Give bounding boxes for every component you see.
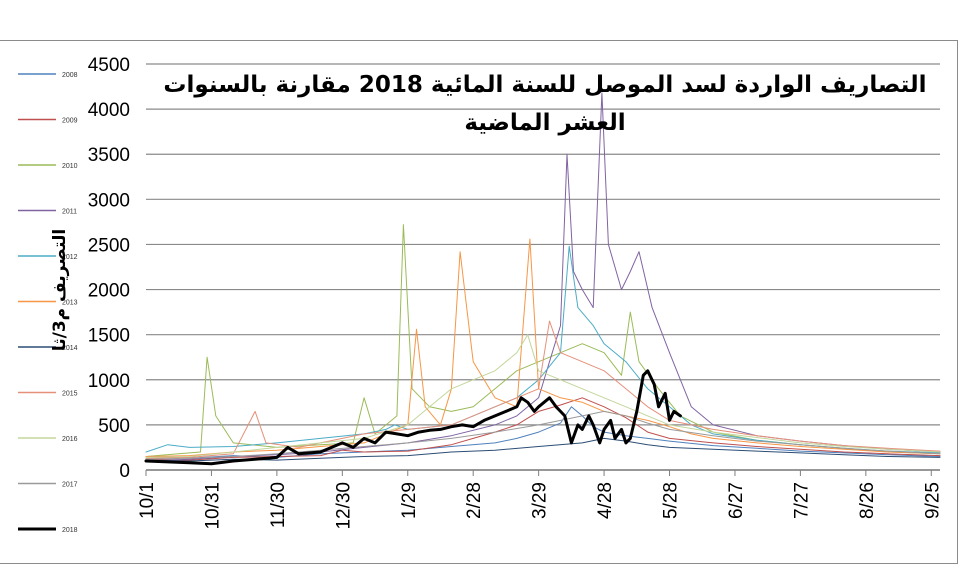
x-tick-label: 2/28 bbox=[464, 482, 485, 519]
y-tick-label: 500 bbox=[98, 416, 130, 437]
x-tick-label: 5/28 bbox=[661, 482, 682, 519]
chart-title-line-1: التصاريف الواردة لسد الموصل للسنة المائي… bbox=[163, 72, 927, 98]
series-line-2010 bbox=[145, 224, 941, 457]
legend-label-2012: 2012 bbox=[62, 254, 78, 261]
legend-label-2009: 2009 bbox=[62, 118, 78, 125]
series-line-2012 bbox=[145, 245, 941, 454]
y-tick-label: 4500 bbox=[88, 55, 130, 76]
y-tick-label: 3500 bbox=[88, 145, 130, 166]
legend-label-2014: 2014 bbox=[62, 345, 78, 352]
x-tick-label: 1/29 bbox=[399, 482, 420, 519]
y-tick-label: 0 bbox=[119, 461, 130, 482]
legend: 2008 2009 2010 2011 2012 2013 2014 2015 2016 2017… bbox=[18, 72, 78, 534]
y-tick-label: 1000 bbox=[88, 371, 130, 392]
legend-label-2010: 2010 bbox=[62, 163, 78, 170]
chart-frame bbox=[0, 40, 958, 564]
y-tick-label: 3000 bbox=[88, 190, 130, 211]
chart-title-line-2: العشر الماضية bbox=[464, 110, 626, 136]
y-tick-label: 2500 bbox=[88, 235, 130, 256]
x-tick-label: 10/1 bbox=[137, 482, 158, 519]
y-axis-label: التصريف م3/ثا bbox=[50, 228, 70, 352]
x-tick-label: 11/30 bbox=[268, 482, 289, 528]
series-line-2014 bbox=[145, 437, 941, 462]
legend-label-2016: 2016 bbox=[62, 436, 78, 443]
series-line-2008 bbox=[145, 406, 941, 459]
legend-label-2018: 2018 bbox=[62, 527, 78, 534]
y-tick-label: 4000 bbox=[88, 100, 130, 121]
series-line-2016 bbox=[145, 334, 941, 458]
x-tick-label: 8/26 bbox=[857, 482, 878, 519]
legend-label-2015: 2015 bbox=[62, 391, 78, 398]
series-line-2017 bbox=[145, 410, 941, 460]
x-tick-label: 6/27 bbox=[726, 482, 747, 519]
series-line-2009 bbox=[145, 397, 941, 461]
series-line-2018 bbox=[144, 369, 682, 466]
x-tick-label: 4/28 bbox=[595, 482, 616, 519]
legend-label-2017: 2017 bbox=[62, 482, 78, 489]
y-tick-label: 2000 bbox=[88, 281, 130, 302]
legend-label-2008: 2008 bbox=[62, 72, 78, 79]
gridlines bbox=[145, 63, 940, 476]
x-axis-tick-labels: 10/1 10/31 11/30 12/30 1/29 2/28 3/29 4/28 5/28 6… bbox=[137, 482, 943, 530]
x-tick-label: 7/27 bbox=[791, 482, 812, 519]
series-line-2011 bbox=[145, 92, 941, 462]
x-tick-label: 3/29 bbox=[530, 482, 551, 519]
series-line-2015 bbox=[145, 320, 941, 459]
x-tick-label: 9/25 bbox=[922, 482, 943, 519]
x-tick-label: 10/31 bbox=[202, 482, 223, 530]
x-tick-label: 12/30 bbox=[333, 482, 354, 530]
legend-label-2011: 2011 bbox=[62, 209, 77, 216]
y-axis-tick-labels: 0 500 1000 1500 2000 2500 3000 3500 4000 4500 bbox=[88, 55, 130, 482]
series-lines bbox=[144, 92, 941, 466]
legend-label-2013: 2013 bbox=[62, 300, 78, 307]
y-tick-label: 1500 bbox=[88, 326, 130, 347]
